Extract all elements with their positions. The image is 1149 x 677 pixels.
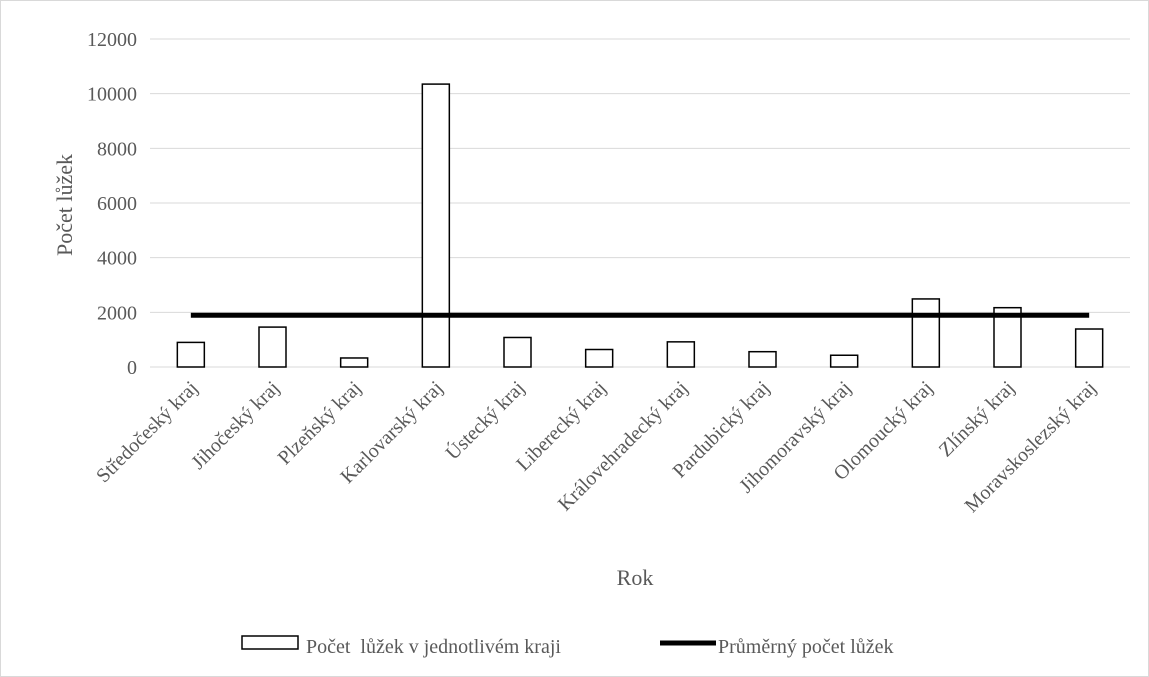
bars — [176, 83, 1104, 368]
bar — [829, 354, 859, 368]
y-tick-label: 12000 — [87, 29, 137, 51]
bar — [176, 341, 206, 368]
legend: Počet lůžek v jednotlivém kraji Průměrný… — [241, 635, 894, 658]
y-tick-label: 0 — [127, 357, 137, 379]
x-axis-title: Rok — [617, 565, 654, 590]
bar — [339, 357, 369, 368]
x-category-label: Jihočeský kraj — [187, 377, 284, 474]
bar — [258, 326, 287, 368]
bar — [584, 348, 614, 368]
y-axis-title: Počet lůžek — [52, 154, 77, 256]
x-category-label: Zlínský kraj — [935, 377, 1019, 461]
gridlines — [150, 38, 1130, 368]
bar — [911, 298, 941, 368]
y-tick-label: 6000 — [97, 193, 137, 215]
y-tick-label: 10000 — [87, 84, 137, 106]
bar — [421, 83, 451, 368]
y-tick-label: 4000 — [97, 248, 137, 270]
y-tick-label: 2000 — [97, 302, 137, 324]
bar — [748, 350, 777, 368]
legend-bar-label: Počet lůžek v jednotlivém kraji — [306, 636, 561, 658]
legend-line-label: Průměrný počet lůžek — [718, 636, 894, 658]
y-tick-label: 8000 — [97, 138, 137, 160]
y-axis-ticks: 0 2000 4000 6000 8000 10000 12000 — [87, 29, 137, 379]
x-category-label: Ústecký kraj — [440, 376, 529, 465]
bar — [1074, 328, 1104, 368]
bar — [666, 341, 696, 368]
x-category-label: Středočeský kraj — [92, 377, 202, 487]
x-category-label: Plzeňský kraj — [274, 377, 366, 469]
bar — [503, 336, 532, 368]
legend-bar-swatch — [241, 635, 299, 650]
